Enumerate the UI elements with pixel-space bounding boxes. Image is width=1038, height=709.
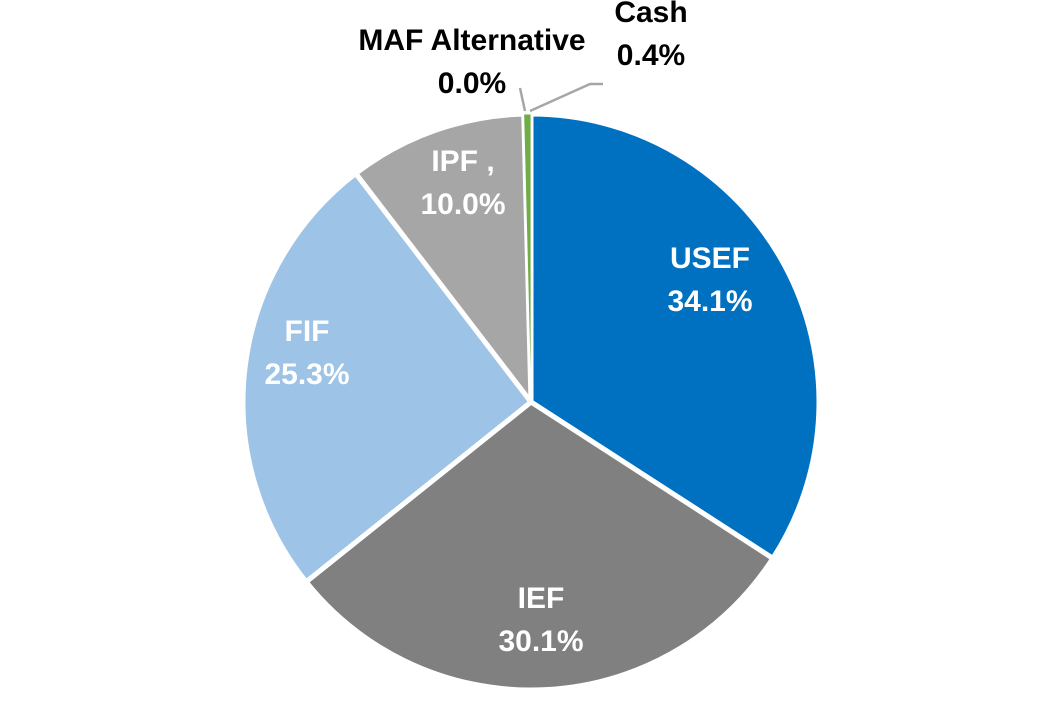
data-label-ipf: IPF , 10.0% — [420, 145, 505, 221]
slice-name: IPF , — [431, 145, 494, 178]
slice-percent: 30.1% — [498, 625, 583, 658]
leader-line-maf-alternative — [518, 87, 527, 112]
slice-percent: 0.0% — [438, 67, 506, 100]
slice-percent: 10.0% — [420, 188, 505, 221]
leader-lines — [518, 82, 603, 113]
leader-line-cash — [529, 82, 603, 113]
data-label-fif: FIF 25.3% — [264, 315, 349, 391]
slice-name: Cash — [614, 0, 687, 29]
data-label-usef: USEF 34.1% — [667, 242, 752, 318]
pie-slice-cash — [523, 113, 532, 403]
slice-name: USEF — [670, 242, 750, 275]
data-label-maf-alternative: MAF Alternative 0.0% — [358, 24, 585, 100]
pie-slice-ipf — [353, 111, 534, 405]
pie-slice-ief — [303, 399, 776, 693]
slice-percent: 34.1% — [667, 285, 752, 318]
slice-percent: 0.4% — [617, 39, 685, 72]
slice-name: IEF — [518, 582, 565, 615]
slice-labels: USEF 34.1% IEF 30.1% FIF 25.3% IPF , 10.0% MAF A… — [264, 0, 752, 658]
slice-name: MAF Alternative — [358, 24, 585, 57]
data-label-cash: Cash 0.4% — [614, 0, 687, 72]
data-label-ief: IEF 30.1% — [498, 582, 583, 658]
pie-slice-fif — [240, 170, 534, 585]
slice-name: FIF — [285, 315, 330, 348]
slice-percent: 25.3% — [264, 358, 349, 391]
pie-slices — [240, 111, 822, 693]
